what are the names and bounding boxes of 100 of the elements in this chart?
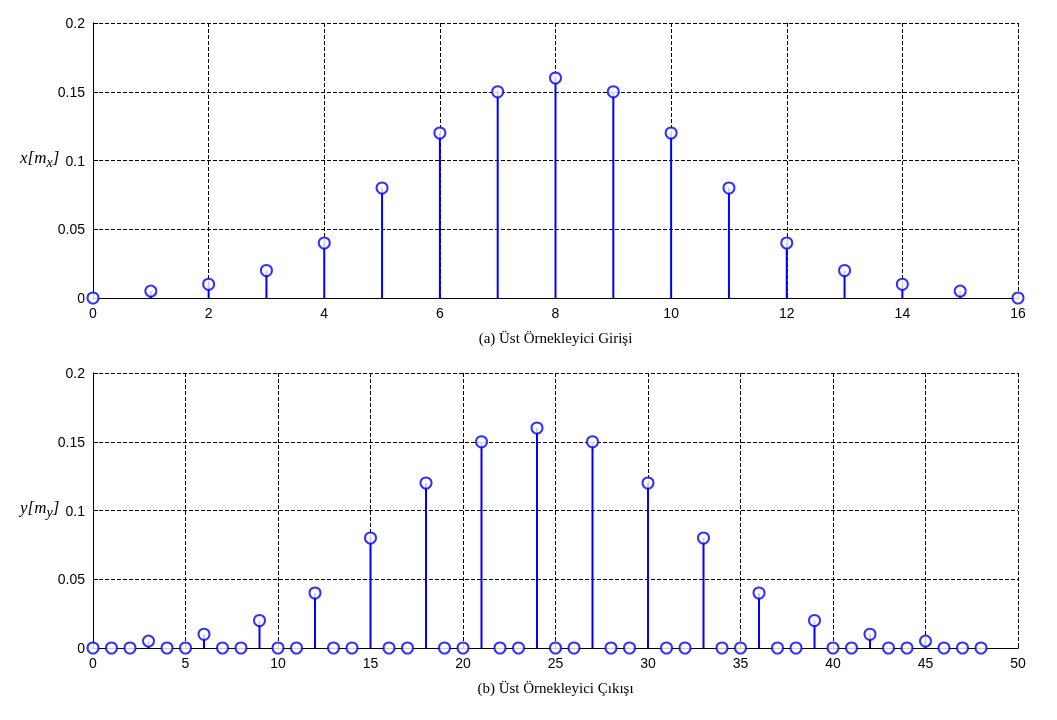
x-tick-label: 14 (894, 305, 911, 321)
point (863, 627, 877, 641)
x-tick-label: 6 (435, 305, 444, 321)
x-tick-label: 0 (89, 655, 98, 671)
point (838, 264, 852, 277)
point (259, 264, 273, 277)
point (216, 641, 229, 655)
point (752, 586, 766, 600)
point (491, 85, 505, 99)
point (678, 641, 692, 655)
point (317, 236, 331, 250)
point (845, 641, 858, 655)
point (606, 85, 620, 99)
point (364, 531, 377, 545)
point (475, 435, 488, 449)
point (937, 641, 951, 655)
point (202, 277, 216, 291)
x-tick-label: 45 (917, 655, 934, 671)
point (826, 641, 840, 655)
point (179, 641, 192, 655)
y-axis-title: y[m$_{y}$] (20, 498, 60, 522)
y-tick-label: 0 (77, 290, 86, 306)
point (623, 641, 636, 655)
point (604, 641, 618, 655)
point (375, 181, 389, 195)
point (919, 634, 932, 648)
point (433, 126, 447, 140)
point (974, 641, 988, 655)
point (86, 641, 100, 655)
point (660, 641, 673, 655)
point (345, 641, 359, 655)
point (567, 641, 581, 655)
y-tick-label: 0.2 (65, 365, 86, 381)
point (530, 421, 544, 435)
point (197, 627, 211, 641)
point (808, 614, 821, 627)
point (697, 531, 710, 545)
x-tick-label: 5 (181, 655, 190, 671)
point (456, 641, 470, 655)
y-tick-label: 0.1 (65, 152, 86, 169)
point (956, 641, 969, 655)
point (86, 291, 100, 305)
point (160, 641, 174, 655)
point (549, 641, 562, 655)
y-tick-label: 0 (77, 640, 86, 656)
point (900, 641, 914, 655)
point (882, 641, 895, 655)
x-tick-label: 50 (1010, 655, 1026, 671)
y-tick-label: 0.1 (65, 502, 86, 519)
point (234, 641, 248, 655)
x-tick-label: 12 (778, 305, 795, 321)
point (327, 641, 340, 655)
x-tick-label: 20 (455, 655, 471, 671)
x-tick-label: 0 (89, 305, 98, 321)
y-tick-label: 0.2 (65, 15, 86, 31)
point (401, 641, 414, 655)
point (493, 641, 507, 655)
y-axis-title: x[m$_{x}$] (20, 148, 60, 172)
point (271, 641, 285, 655)
point (780, 236, 794, 250)
x-tick-label: 10 (663, 305, 680, 321)
x-tick-label: 4 (320, 305, 329, 321)
point (512, 641, 525, 655)
x-axis-title: (a) Üst Örnekleyici Girişi (478, 329, 633, 347)
y-tick-label: 0.05 (57, 221, 86, 238)
point (290, 641, 303, 655)
x-tick-label: 2 (204, 305, 213, 321)
x-tick-label: 16 (1010, 305, 1026, 321)
point (142, 634, 155, 648)
point (664, 126, 678, 140)
point (549, 71, 562, 85)
point (641, 476, 655, 490)
point (715, 641, 729, 655)
y-tick-label: 0.15 (57, 433, 86, 450)
point (308, 586, 322, 600)
point (771, 641, 784, 655)
point (144, 284, 158, 298)
point (895, 277, 909, 291)
x-tick-label: 30 (640, 655, 656, 671)
x-axis-title: (b) Üst Örnekleyici Çıkışı (477, 679, 634, 697)
point (382, 641, 396, 655)
x-tick-label: 35 (732, 655, 749, 671)
point (1011, 291, 1025, 305)
point (586, 435, 599, 449)
point (722, 181, 736, 195)
y-tick-label: 0.15 (57, 83, 86, 100)
point (105, 641, 118, 655)
x-tick-label: 10 (270, 655, 286, 671)
point (953, 284, 967, 298)
x-tick-label: 25 (547, 655, 564, 671)
point (789, 641, 803, 655)
point (419, 476, 433, 490)
point (253, 614, 266, 627)
point (734, 641, 747, 655)
x-tick-label: 15 (362, 655, 379, 671)
point (438, 641, 451, 655)
point (123, 641, 137, 655)
x-tick-label: 40 (825, 655, 841, 671)
y-tick-label: 0.05 (57, 571, 86, 588)
x-tick-label: 8 (551, 305, 560, 321)
